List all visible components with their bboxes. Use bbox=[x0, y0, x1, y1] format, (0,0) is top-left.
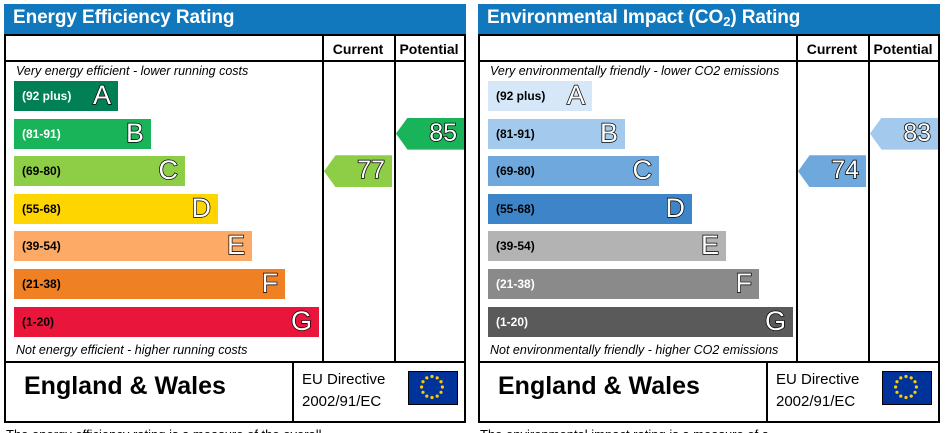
band-range-label: (69-80) bbox=[496, 164, 535, 179]
energy-efficiency-frame: Current Potential Very energy efficient … bbox=[4, 34, 466, 423]
eu-flag-icon bbox=[882, 371, 932, 405]
energy-efficiency-header: Energy Efficiency Rating bbox=[4, 4, 466, 34]
band-range-label: (39-54) bbox=[22, 239, 61, 254]
band-range-label: (39-54) bbox=[496, 239, 535, 254]
bottom-caption: Not energy efficient - higher running co… bbox=[16, 343, 248, 357]
top-caption: Very environmentally friendly - lower CO… bbox=[490, 64, 780, 78]
rating-band-b: (81-91) B bbox=[14, 117, 151, 149]
band-letter-label: G bbox=[764, 305, 786, 336]
rating-band-d: (55-68) D bbox=[14, 194, 218, 224]
band-range-label: (92 plus) bbox=[496, 89, 546, 103]
rating-band-f: (21-38) F bbox=[488, 269, 759, 299]
current-column-divider bbox=[322, 36, 324, 361]
band-letter-label: D bbox=[191, 192, 212, 223]
title-prefix: Environmental Impact (CO bbox=[487, 7, 724, 28]
footer-divider bbox=[6, 361, 464, 363]
column-header-potential: Potential bbox=[873, 41, 933, 57]
eu-flag-icon bbox=[408, 371, 458, 405]
header-divider bbox=[480, 60, 938, 62]
current-rating-value: 74 bbox=[830, 156, 859, 185]
energy-efficiency-footer: England & Wales EU Directive 2002/91/EC bbox=[6, 363, 464, 423]
band-letter-label: C bbox=[158, 155, 179, 186]
band-letter-label: F bbox=[735, 267, 753, 298]
potential-column-divider bbox=[394, 36, 396, 361]
eu-directive-line1: EU Directive bbox=[776, 371, 860, 388]
current-column-divider bbox=[796, 36, 798, 361]
energy-efficiency-title: Energy Efficiency Rating bbox=[13, 7, 235, 28]
current-rating-arrow: 74 bbox=[798, 155, 866, 188]
country-label: England & Wales bbox=[24, 372, 226, 400]
band-range-label: (55-68) bbox=[496, 201, 535, 216]
current-rating-arrow: 77 bbox=[324, 155, 392, 188]
header-divider bbox=[6, 60, 464, 62]
bottom-caption: Not environmentally friendly - higher CO… bbox=[490, 343, 779, 357]
band-range-label: (92 plus) bbox=[22, 89, 72, 103]
environmental-impact-panel: Environmental Impact (CO2) Rating Curren… bbox=[478, 4, 940, 423]
potential-rating-arrow: 83 bbox=[870, 117, 938, 150]
band-range-label: (1-20) bbox=[22, 314, 55, 329]
cut-off-text-left: The energy efficiency rating is a measur… bbox=[6, 429, 322, 433]
environmental-impact-header: Environmental Impact (CO2) Rating bbox=[478, 4, 940, 34]
energy-efficiency-bars: Very energy efficient - lower running co… bbox=[6, 62, 320, 361]
environmental-impact-frame: Current Potential Very environmentally f… bbox=[478, 34, 940, 423]
band-letter-label: B bbox=[599, 117, 618, 148]
current-rating-value: 77 bbox=[356, 156, 385, 185]
top-caption: Very energy efficient - lower running co… bbox=[16, 64, 249, 78]
band-letter-label: E bbox=[700, 230, 719, 261]
band-range-label: (55-68) bbox=[22, 201, 61, 216]
rating-band-a: (92 plus) A bbox=[488, 81, 592, 111]
band-range-label: (1-20) bbox=[496, 314, 529, 329]
potential-rating-arrow: 85 bbox=[396, 117, 464, 150]
band-letter-label: D bbox=[665, 192, 686, 223]
eu-directive-label: EU Directive 2002/91/EC bbox=[302, 369, 385, 413]
rating-band-g: (1-20) G bbox=[14, 305, 319, 337]
potential-rating-value: 83 bbox=[902, 118, 931, 147]
title-subscript: 2 bbox=[723, 14, 731, 29]
eu-directive-line1: EU Directive bbox=[302, 371, 386, 388]
cut-off-text-right: The environmental impact rating is a mea… bbox=[480, 429, 769, 433]
rating-band-c: (69-80) C bbox=[14, 155, 185, 187]
title-suffix: ) Rating bbox=[730, 7, 801, 28]
band-letter-label: C bbox=[632, 155, 653, 186]
column-header-potential: Potential bbox=[399, 41, 459, 57]
environmental-impact-bars: Very environmentally friendly - lower CO… bbox=[480, 62, 794, 361]
cut-off-body-text: The energy efficiency rating is a measur… bbox=[0, 429, 949, 433]
rating-band-g: (1-20) G bbox=[488, 305, 793, 337]
energy-efficiency-panel: Energy Efficiency Rating Current Potenti… bbox=[4, 4, 466, 423]
rating-band-e: (39-54) E bbox=[14, 230, 252, 262]
band-letter-label: B bbox=[125, 117, 144, 148]
eu-directive-label: EU Directive 2002/91/EC bbox=[776, 369, 859, 413]
eu-directive-line2: 2002/91/EC bbox=[302, 392, 382, 410]
footer-divider-vertical bbox=[766, 363, 768, 423]
environmental-impact-footer: England & Wales EU Directive 2002/91/EC bbox=[480, 363, 938, 423]
footer-divider-vertical bbox=[292, 363, 294, 423]
band-range-label: (81-91) bbox=[22, 126, 61, 141]
footer-divider bbox=[480, 361, 938, 363]
band-letter-label: A bbox=[566, 79, 585, 110]
band-range-label: (21-38) bbox=[496, 277, 535, 291]
band-letter-label: A bbox=[92, 79, 111, 110]
rating-band-d: (55-68) D bbox=[488, 194, 692, 224]
band-range-label: (69-80) bbox=[22, 164, 61, 179]
column-header-current: Current bbox=[332, 41, 384, 57]
band-range-label: (21-38) bbox=[22, 277, 61, 291]
eu-directive-line2: 2002/91/EC bbox=[776, 392, 856, 410]
band-letter-label: G bbox=[290, 305, 312, 336]
rating-band-e: (39-54) E bbox=[488, 230, 726, 262]
band-letter-label: E bbox=[226, 230, 245, 261]
rating-band-f: (21-38) F bbox=[14, 269, 285, 299]
band-range-label: (81-91) bbox=[496, 126, 535, 141]
country-label: England & Wales bbox=[498, 372, 700, 400]
column-header-current: Current bbox=[806, 41, 858, 57]
potential-rating-value: 85 bbox=[428, 118, 457, 147]
environmental-impact-title: Environmental Impact (CO2) Rating bbox=[487, 7, 800, 29]
rating-band-a: (92 plus) A bbox=[14, 81, 118, 111]
rating-band-b: (81-91) B bbox=[488, 117, 625, 149]
rating-band-c: (69-80) C bbox=[488, 155, 659, 187]
band-letter-label: F bbox=[261, 267, 279, 298]
potential-column-divider bbox=[868, 36, 870, 361]
